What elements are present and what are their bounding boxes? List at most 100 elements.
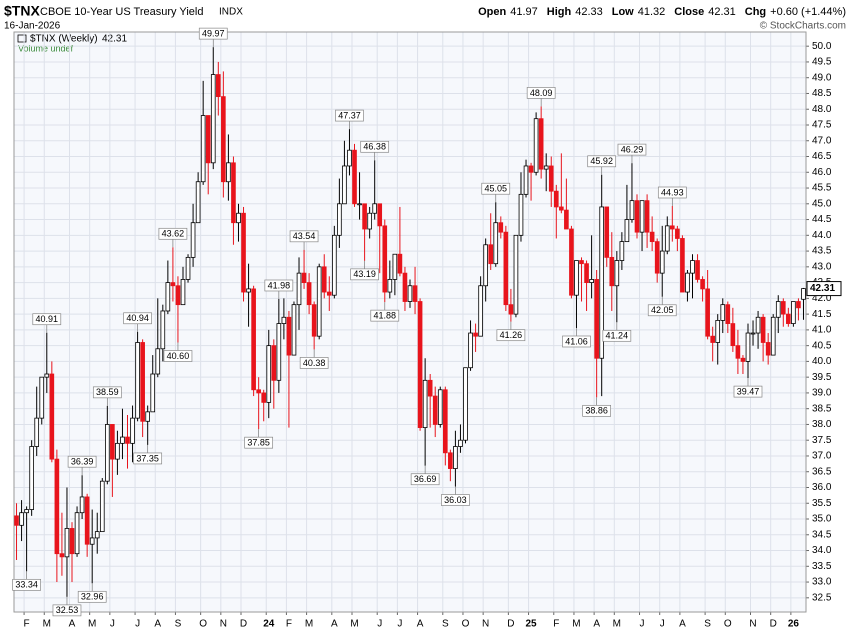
candle-body [160, 310, 166, 350]
x-tick-label: J [640, 619, 645, 630]
y-tick-label: 41.0 [812, 325, 832, 336]
candle-body [538, 118, 544, 170]
candle-body [387, 279, 393, 293]
candle-body [649, 231, 655, 243]
candle-body [473, 332, 478, 337]
annotation-box [647, 304, 677, 317]
candle-body [316, 266, 322, 337]
annotation-label: 41.26 [500, 330, 523, 340]
annotation-box [264, 279, 294, 292]
legend-value: 42.31 [102, 34, 127, 45]
y-tick-label: 42.0 [812, 293, 832, 304]
annotation-box [158, 227, 188, 240]
candle-body [498, 222, 504, 233]
candle-body [483, 244, 488, 287]
candle-body [559, 206, 564, 211]
candle-body [39, 376, 45, 419]
candle-body [720, 304, 726, 321]
candle-body [54, 458, 60, 555]
annotation-label: 44.93 [661, 187, 684, 197]
source: © StockCharts.com [760, 21, 846, 32]
annotation-label: 40.91 [36, 314, 59, 324]
annotation-box [299, 357, 329, 369]
y-tick-label: 33.0 [812, 577, 832, 588]
y-tick-label: 45.5 [812, 183, 832, 194]
annotation-box [602, 329, 632, 342]
candle-body [685, 272, 690, 293]
candle-body [24, 509, 29, 514]
candle-body [180, 279, 186, 306]
candle-body [190, 222, 196, 258]
annotation-box [496, 329, 526, 342]
y-tick-label: 49.0 [812, 72, 832, 83]
y-tick-label: 34.0 [812, 545, 832, 556]
y-tick-label: 34.5 [812, 529, 832, 540]
x-tick-label: M [572, 619, 580, 630]
date: 16-Jan-2026 [4, 21, 61, 32]
volume-note: Volume undef [18, 43, 74, 53]
candle-body [780, 301, 786, 315]
candle-body [664, 225, 670, 252]
annotation-box [198, 27, 228, 40]
y-tick-label: 38.0 [812, 419, 832, 430]
x-tick-label: M [350, 619, 358, 630]
quote-label: High [547, 6, 572, 18]
x-tick-label: N [749, 619, 756, 630]
candle-body [195, 181, 201, 224]
candle-body [564, 209, 569, 230]
annotation-label: 40.38 [303, 358, 326, 368]
candle-body [140, 342, 145, 422]
candle-body [34, 417, 40, 447]
legend-label: $TNX (Weekly) [30, 34, 98, 45]
candle-body [337, 203, 342, 236]
candle-body [175, 285, 181, 306]
candle-body [352, 149, 357, 205]
candle-body [215, 74, 221, 98]
candle-body [695, 260, 700, 280]
annotation-label: 42.05 [651, 305, 674, 315]
annotation-box [289, 230, 319, 243]
candle-body [508, 304, 514, 315]
candle-body [710, 335, 715, 343]
annotation-label: 36.69 [414, 474, 437, 484]
candle-body [120, 436, 125, 444]
annotation-label: 38.59 [96, 387, 119, 397]
y-tick-label: 46.5 [812, 151, 832, 162]
candle-body [523, 165, 529, 195]
candle-body [412, 285, 418, 302]
x-tick-label: F [24, 619, 30, 630]
annotation-label: 37.35 [136, 453, 159, 463]
candle-body [241, 212, 246, 293]
candle-body [468, 332, 473, 369]
candle-body [453, 446, 458, 469]
quote-label: Chg [745, 6, 766, 18]
annotation-box [335, 109, 364, 122]
annotation-label: 41.98 [268, 280, 291, 290]
candle-body [205, 115, 211, 164]
x-tick-label: A [679, 619, 686, 630]
annotation-label: 47.37 [338, 110, 361, 120]
exchange: INDX [219, 7, 243, 18]
candle-body [574, 260, 579, 296]
candle-body [442, 389, 448, 454]
candle-body [594, 279, 599, 359]
candle-body [700, 279, 705, 290]
x-tick-label: O [199, 619, 207, 630]
candle-body [291, 304, 297, 356]
x-tick-label: A [69, 619, 76, 630]
annotation-box [52, 604, 82, 617]
candle-body [775, 301, 781, 318]
candle-body [281, 316, 287, 324]
annotation-label: 41.24 [606, 331, 629, 341]
candle-body [548, 165, 554, 192]
x-tick-label: M [305, 619, 313, 630]
annotation-label: 38.86 [585, 406, 608, 416]
annotation-label: 32.53 [56, 605, 79, 615]
symbol: $TNX [4, 3, 40, 19]
candle-body [715, 320, 721, 343]
annotation-box [133, 452, 163, 465]
candle-body [185, 256, 191, 280]
annotation-label: 32.96 [81, 592, 104, 602]
x-tick-label: 26 [788, 619, 800, 630]
